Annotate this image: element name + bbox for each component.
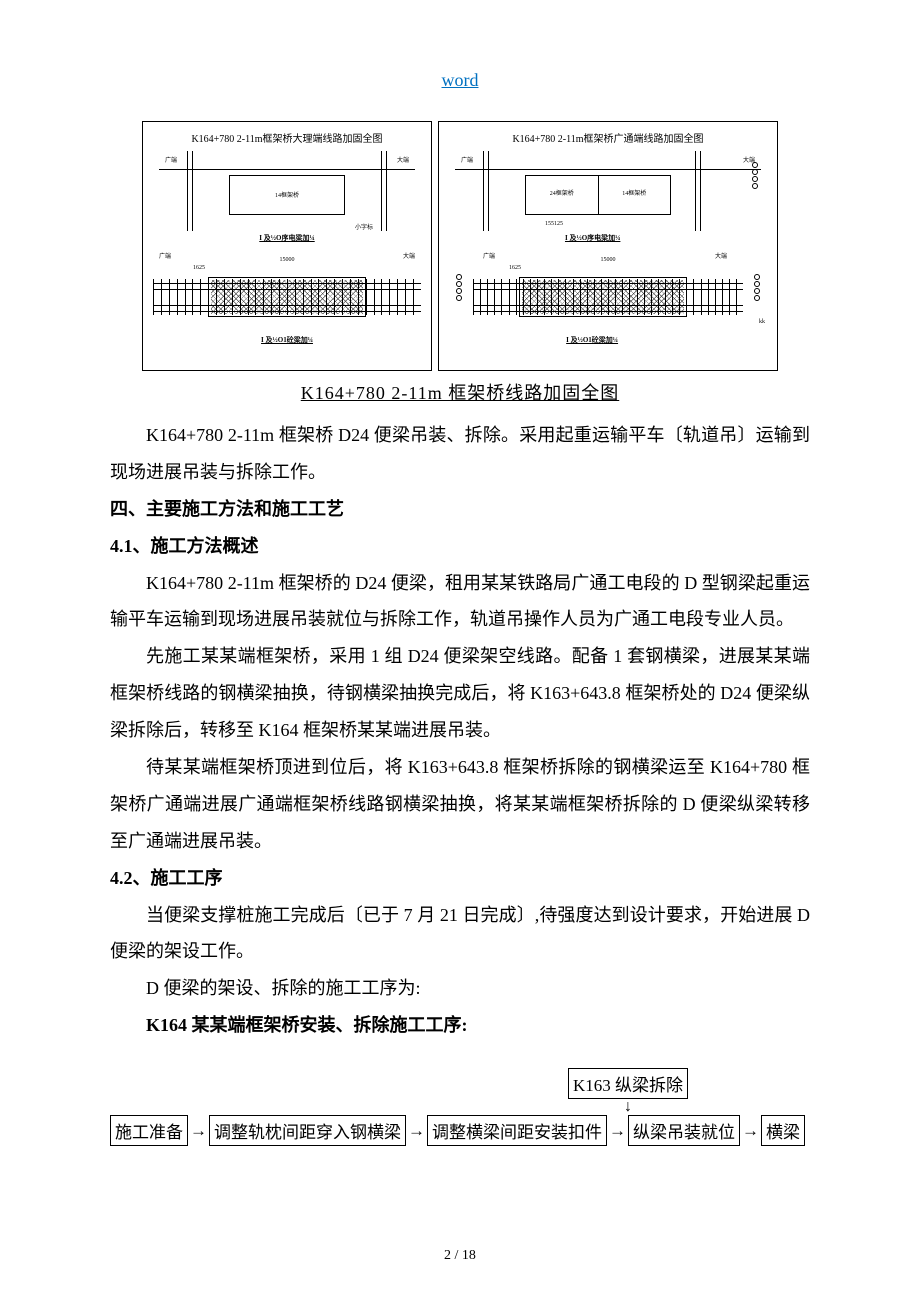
plan-left: 15000 1625 广端 大端: [153, 251, 421, 341]
arrow-down-icon: ↓: [624, 1099, 632, 1115]
sub-label: 155125: [545, 221, 563, 227]
dim-label: 15000: [280, 257, 295, 263]
dir-label: 大端: [397, 155, 409, 164]
dir-label: 大端: [715, 251, 727, 260]
heading-4-1: 4.1、施工方法概述: [110, 528, 810, 565]
elev-caption: I 及½O序电梁加¼: [565, 233, 620, 243]
sub-label: 小字标: [355, 222, 373, 231]
flow-node-2: 调整轨枕间距穿入钢横梁: [209, 1115, 406, 1146]
dim-label: 1625: [193, 265, 205, 271]
flow-node-3: 调整横梁间距安装扣件: [427, 1115, 607, 1146]
signal-icon: [749, 161, 761, 190]
flow-node-1: 施工准备: [110, 1115, 188, 1146]
flow-node-4: 纵梁吊装就位: [628, 1115, 740, 1146]
plan-caption: I 及½O1砼梁加¼: [261, 335, 313, 345]
flow-main-row: 施工准备 → 调整轨枕间距穿入钢横梁 → 调整横梁间距安装扣件 → 纵梁吊装就位…: [110, 1115, 810, 1146]
dir-label: 广端: [461, 155, 473, 164]
diagram-left: K164+780 2-11m框架桥大理端线路加固全图 广端 大端 14框架桥 小…: [142, 121, 432, 371]
flow-branch: K163 纵梁拆除 ↓: [446, 1068, 810, 1115]
paragraph: D 便梁的架设、拆除的施工工序为:: [110, 970, 810, 1007]
elev-caption: I 及½O序电梁加¼: [259, 233, 314, 243]
dim-label: 15000: [601, 257, 616, 263]
heading-4: 四、主要施工方法和施工工艺: [110, 491, 810, 528]
flow-node-5: 横梁: [761, 1115, 805, 1146]
page-number: 2 / 18: [0, 1248, 920, 1264]
span-label: 14框架桥: [622, 188, 646, 197]
dim-label: 1625: [509, 265, 521, 271]
arrow-right-icon: →: [406, 1121, 427, 1141]
paragraph: K164+780 2-11m 框架桥的 D24 便梁，租用某某铁路局广通工电段的…: [110, 565, 810, 639]
diagram-caption: K164+780 2-11m 框架桥线路加固全图: [110, 379, 810, 405]
arrow-right-icon: →: [188, 1121, 209, 1141]
span-label: 14框架桥: [275, 190, 299, 199]
diagram-right-title: K164+780 2-11m框架桥广通端线路加固全图: [445, 130, 771, 145]
paragraph: 先施工某某端框架桥，采用 1 组 D24 便梁架空线路。配备 1 套钢横梁，进展…: [110, 638, 810, 749]
diagram-row: K164+780 2-11m框架桥大理端线路加固全图 广端 大端 14框架桥 小…: [110, 121, 810, 371]
dir-label: 大端: [403, 251, 415, 260]
elevation-right: 广端 大端 24框架桥 14框架桥 155125 I 及½O序电梁加¼: [455, 151, 761, 241]
heading-4-2: 4.2、施工工序: [110, 860, 810, 897]
arrow-right-icon: →: [607, 1121, 628, 1141]
paragraph: 当便梁支撑桩施工完成后〔已于 7 月 21 日完成〕,待强度达到设计要求，开始进…: [110, 897, 810, 971]
diagram-left-title: K164+780 2-11m框架桥大理端线路加固全图: [149, 130, 425, 145]
dir-label: 广端: [165, 155, 177, 164]
span-label: 24框架桥: [550, 188, 574, 197]
elevation-left: 广端 大端 14框架桥 小字标 I 及½O序电梁加¼: [159, 151, 415, 241]
plan-right: 广端 大端 15000 1625: [449, 251, 767, 341]
kk-label: kk: [759, 319, 765, 325]
paragraph-bold: K164 某某端框架桥安装、拆除施工工序:: [110, 1007, 810, 1044]
signal-icon: [751, 273, 763, 302]
diagram-right: K164+780 2-11m框架桥广通端线路加固全图 广端 大端 24框架桥 1…: [438, 121, 778, 371]
header-link[interactable]: word: [110, 70, 810, 91]
arrow-right-icon: →: [740, 1121, 761, 1141]
flowchart: K163 纵梁拆除 ↓ 施工准备 → 调整轨枕间距穿入钢横梁 → 调整横梁间距安…: [110, 1068, 810, 1146]
plan-caption: I 及½O1砼梁加¼: [566, 335, 618, 345]
signal-icon: [453, 273, 465, 302]
flow-node-branch: K163 纵梁拆除: [568, 1068, 688, 1099]
dir-label: 广端: [159, 251, 171, 260]
paragraph: 待某某端框架桥顶进到位后，将 K163+643.8 框架桥拆除的钢横梁运至 K1…: [110, 749, 810, 860]
paragraph: K164+780 2-11m 框架桥 D24 便梁吊装、拆除。采用起重运输平车〔…: [110, 417, 810, 491]
page: word K164+780 2-11m框架桥大理端线路加固全图 广端 大端 14…: [0, 0, 920, 1302]
dir-label: 广端: [483, 251, 495, 260]
